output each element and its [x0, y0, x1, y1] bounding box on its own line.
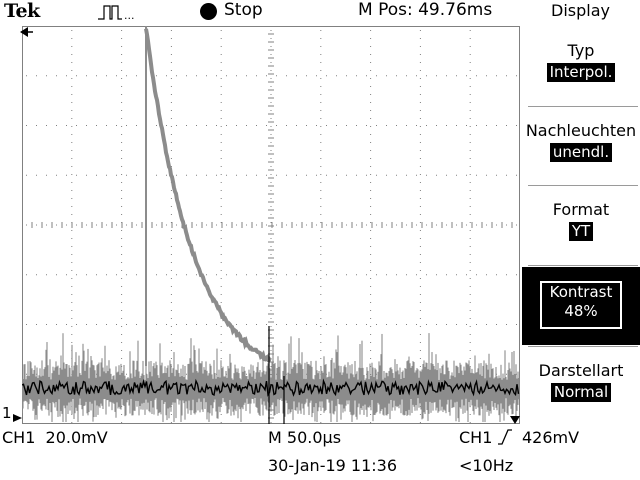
menu-item-value: Normal: [550, 383, 612, 402]
horizontal-position: M Pos: 49.76ms: [358, 0, 493, 20]
menu-item-kontrast[interactable]: Kontrast 48%: [522, 267, 640, 345]
menu-item-label: Darstellart: [538, 361, 624, 380]
waveform-display: [22, 26, 520, 424]
trigger-source: CH1: [459, 428, 493, 447]
trigger-frequency: <10Hz: [459, 456, 514, 475]
menu-item-value: YT: [568, 222, 594, 241]
menu-item-label: Kontrast: [549, 283, 613, 301]
trigger-position-arrow-icon: [20, 27, 33, 37]
menu-item-label: Typ: [567, 41, 595, 60]
pulse-trigger-icon: ...: [98, 5, 135, 21]
trigger-level: 426mV: [522, 428, 580, 447]
trigger-level-arrow-icon: [510, 416, 520, 424]
ground-arrow-icon: [13, 414, 22, 422]
run-state: Stop: [224, 0, 263, 20]
menu-item-value: unendl.: [549, 143, 613, 162]
menu-item-label: Format: [552, 200, 610, 219]
svg-text:...: ...: [124, 9, 135, 21]
brand-logo: Tek: [4, 0, 40, 22]
menu-item-label: Nachleuchten: [525, 121, 637, 140]
live-trace: [22, 378, 520, 397]
menu-item-value: Interpol.: [546, 63, 616, 82]
rising-edge-icon: [498, 429, 512, 445]
run-state-dot-icon: [200, 3, 217, 20]
menu-item-nachleuchten[interactable]: Nachleuchten unendl.: [522, 106, 640, 184]
side-menu: Typ Interpol. Nachleuchten unendl. Forma…: [522, 26, 640, 424]
channel-1-scale: CH1 20.0mV: [2, 428, 108, 447]
channel-1-ground-marker: 1: [2, 404, 12, 422]
menu-item-typ[interactable]: Typ Interpol.: [522, 26, 640, 104]
menu-title: Display: [551, 1, 610, 20]
date-time: 30-Jan-19 11:36: [268, 456, 398, 475]
menu-item-darstellart[interactable]: Darstellart Normal: [522, 346, 640, 424]
menu-item-format[interactable]: Format YT: [522, 185, 640, 263]
timebase: M 50.0µs: [268, 428, 342, 447]
menu-item-value: 48%: [564, 302, 598, 320]
persistence-trace: [22, 26, 520, 424]
